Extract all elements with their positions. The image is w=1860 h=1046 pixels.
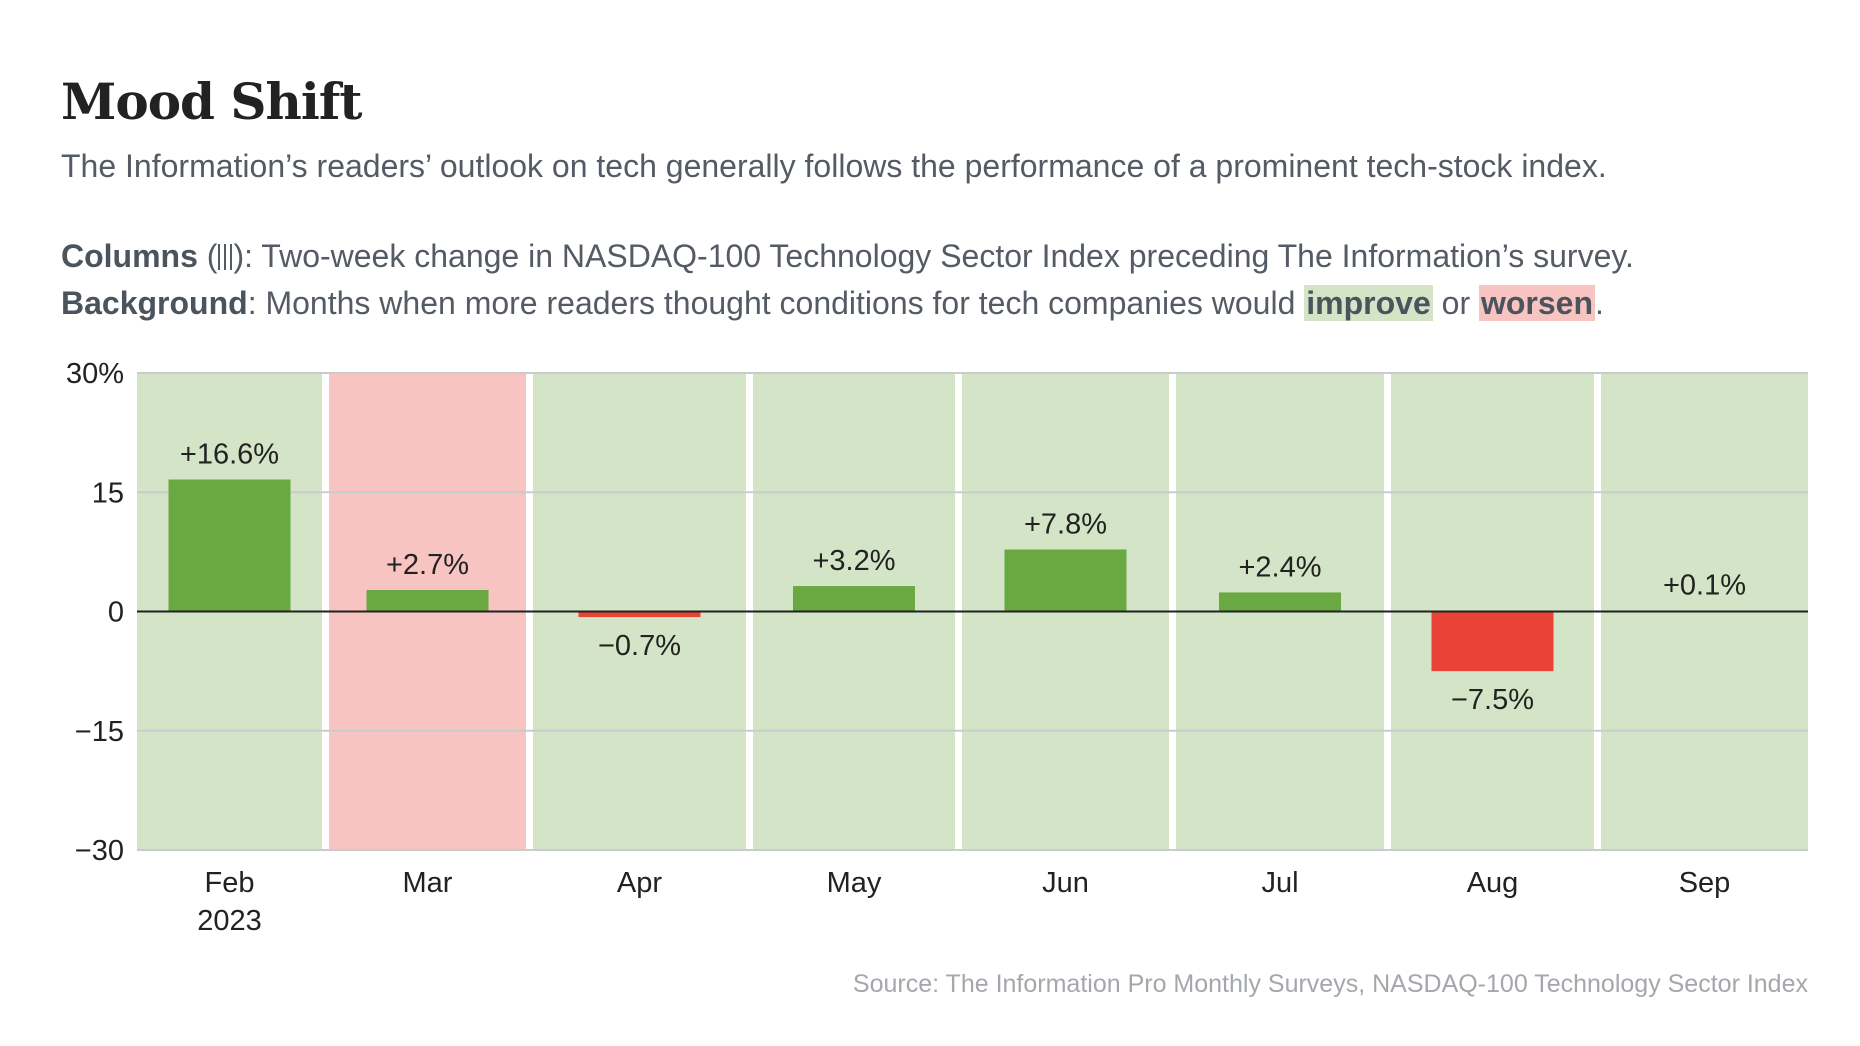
bar-sep (1643, 610, 1766, 612)
chart-title: Mood Shift (61, 72, 362, 131)
bar-may (793, 586, 915, 612)
x-tick-label: Sep (1679, 867, 1731, 899)
legend-columns-label: Columns (61, 238, 198, 274)
bar-feb (168, 479, 291, 612)
legend-columns-text: : Two-week change in NASDAQ-100 Technolo… (244, 238, 1634, 274)
legend-background-text: : Months when more readers thought condi… (247, 285, 1305, 321)
legend-improve: improve (1304, 285, 1433, 321)
background-band-feb (137, 373, 322, 850)
x-tick-label: Aug (1467, 867, 1519, 899)
x-tick-label: Apr (617, 867, 662, 899)
legend-columns: Columns (): Two-week change in NASDAQ-10… (61, 238, 1634, 274)
background-band-apr (533, 373, 746, 850)
data-label: +0.1% (1663, 570, 1746, 602)
background-band-aug (1391, 373, 1594, 850)
background-band-jun (962, 373, 1169, 850)
bar-aug (1431, 611, 1554, 672)
y-tick-label: −15 (75, 716, 124, 748)
y-tick-label: 30% (66, 358, 124, 390)
x-tick-label: May (827, 867, 882, 899)
legend-background: Background: Months when more readers tho… (61, 285, 1604, 322)
x-tick-label: Feb (205, 867, 255, 899)
x-tick-label: Jun (1042, 867, 1089, 899)
data-label: −7.5% (1451, 684, 1534, 716)
bar-mar (366, 590, 489, 612)
columns-icon (218, 244, 233, 270)
background-band-jul (1176, 373, 1384, 850)
bar-apr (578, 611, 701, 618)
background-band-may (753, 373, 955, 850)
legend-or: or (1432, 285, 1479, 321)
y-tick-label: 0 (108, 597, 124, 629)
data-label: +7.8% (1024, 508, 1107, 540)
legend-worsen: worsen (1478, 285, 1596, 321)
legend-end: . (1595, 285, 1604, 321)
data-label: +3.2% (812, 545, 895, 577)
x-tick-label: Jul (1261, 867, 1298, 899)
data-label: +2.7% (386, 549, 469, 581)
x-tick-sublabel: 2023 (197, 905, 262, 937)
bar-jun (1004, 549, 1127, 612)
data-label: +16.6% (180, 439, 279, 471)
bar-jul (1219, 592, 1341, 612)
source-note: Source: The Information Pro Monthly Surv… (852, 970, 1808, 998)
x-tick-label: Mar (403, 867, 453, 899)
background-band-mar (329, 373, 526, 850)
y-tick-label: −30 (75, 835, 124, 867)
data-label: +2.4% (1238, 551, 1321, 583)
background-band-sep (1601, 373, 1808, 850)
chart-subtitle: The Information’s readers’ outlook on te… (61, 148, 1607, 184)
y-tick-label: 15 (92, 477, 124, 509)
legend-background-label: Background (61, 285, 248, 321)
data-label: −0.7% (598, 630, 681, 662)
